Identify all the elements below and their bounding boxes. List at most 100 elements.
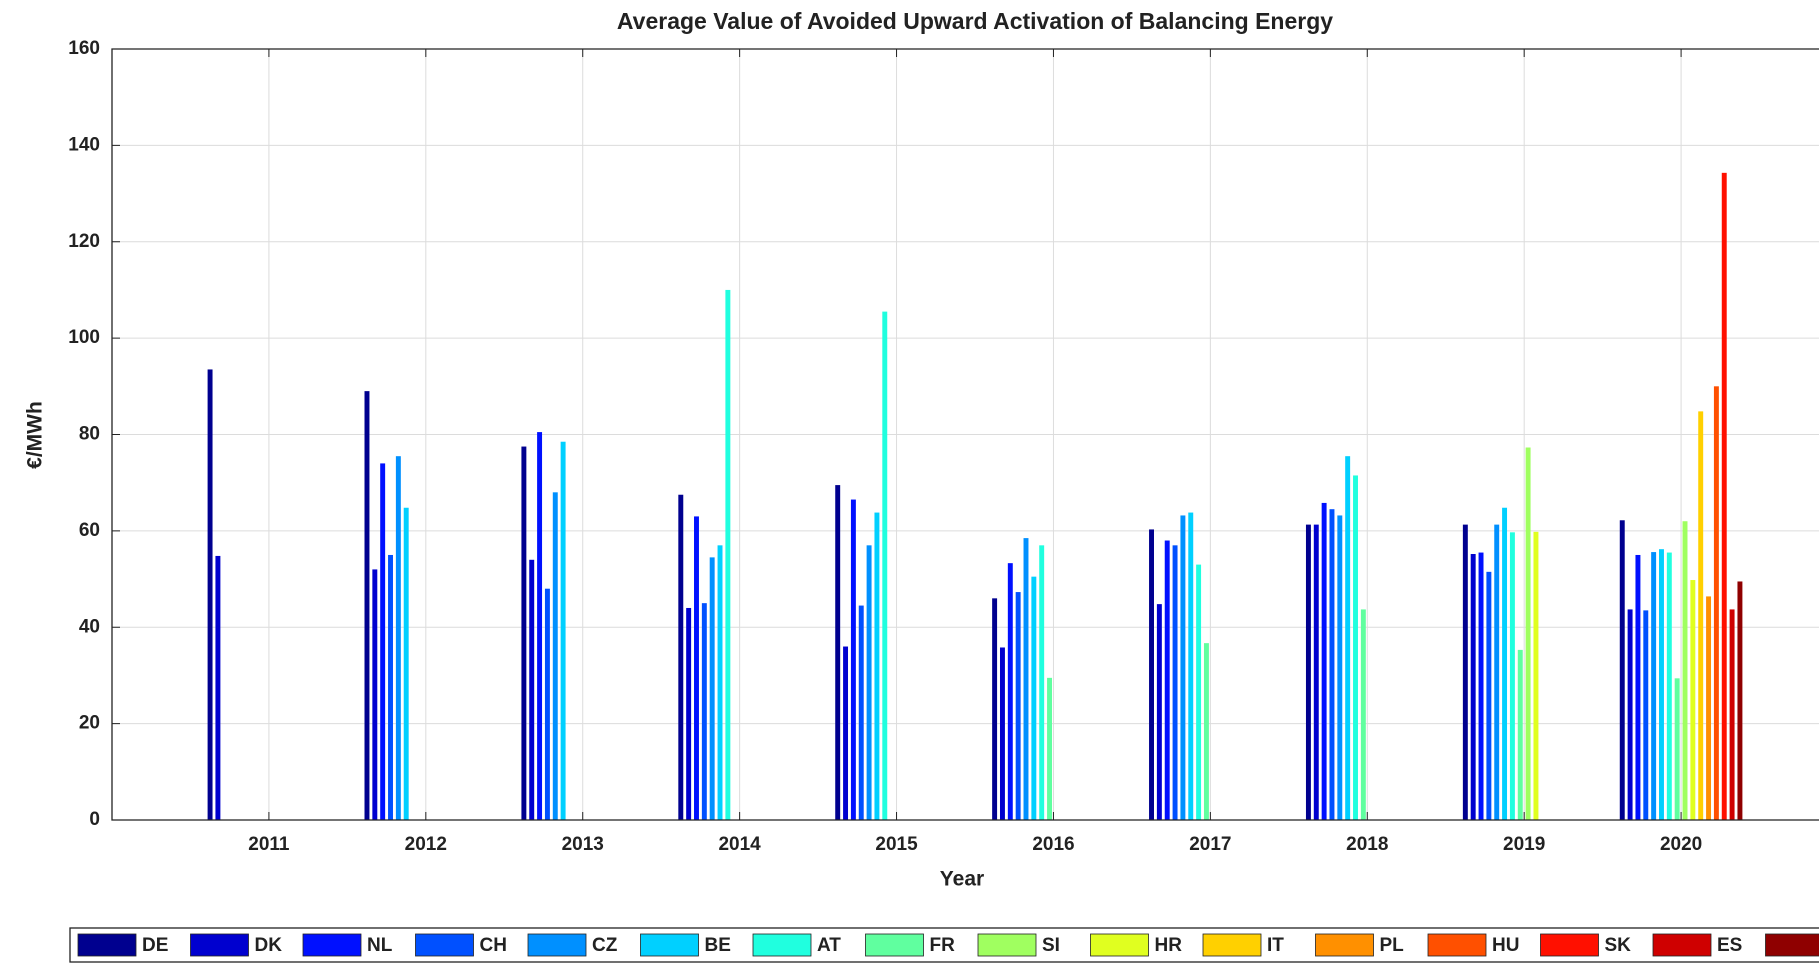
bar (1337, 515, 1343, 820)
bar (1674, 678, 1680, 820)
legend-swatch (1090, 933, 1149, 957)
x-tick-label: 2013 (562, 834, 604, 855)
y-tick-label: 160 (68, 38, 100, 59)
bar (1643, 610, 1649, 820)
bar (1305, 524, 1311, 820)
y-tick-label: 100 (68, 327, 100, 348)
legend-swatch (1202, 933, 1262, 957)
legend-label: CZ (592, 935, 618, 956)
bar (874, 512, 880, 820)
legend-swatch (302, 933, 362, 957)
bar (701, 603, 707, 820)
bar (1156, 604, 1162, 820)
bar (1706, 596, 1712, 820)
bar (1360, 609, 1366, 820)
bar (1713, 386, 1719, 820)
bar (1737, 581, 1743, 820)
bar (999, 647, 1005, 820)
y-tick-label: 0 (89, 809, 100, 830)
legend-swatch (1427, 933, 1487, 957)
legend-swatch (1652, 933, 1712, 957)
bar (215, 555, 221, 820)
x-tick-label: 2017 (1189, 834, 1231, 855)
x-tick-label: 2016 (1032, 834, 1074, 855)
bar (1172, 545, 1178, 820)
bar (694, 516, 699, 820)
legend-box (69, 927, 1819, 963)
bar (395, 456, 401, 820)
bar (678, 494, 684, 820)
legend-swatch (527, 933, 587, 957)
bar (1023, 538, 1029, 820)
x-tick-label: 2020 (1660, 834, 1702, 855)
bar (866, 545, 872, 820)
bar (544, 588, 550, 820)
legend-label: SK (1605, 935, 1632, 956)
bar (552, 492, 558, 820)
bar (403, 507, 409, 820)
y-tick-label: 80 (79, 424, 100, 445)
legend-label: SI (1042, 935, 1060, 956)
bar (709, 557, 715, 820)
legend-swatch (865, 933, 924, 957)
bar (843, 646, 849, 820)
bar (1619, 520, 1625, 820)
bar (717, 545, 723, 820)
y-tick-label: 60 (79, 520, 100, 541)
legend-label: CH (480, 935, 507, 956)
bar (1721, 172, 1727, 821)
x-tick-label: 2019 (1503, 834, 1545, 855)
x-tick-label: 2015 (875, 834, 918, 855)
bar (858, 605, 864, 820)
bar (1047, 677, 1053, 820)
bar (1470, 554, 1476, 820)
bar (1517, 649, 1523, 820)
bar (1509, 532, 1515, 820)
bar (1180, 515, 1186, 820)
bar (1502, 507, 1508, 820)
bar (992, 598, 998, 820)
bar (1196, 564, 1202, 820)
legend-swatch (77, 933, 137, 957)
y-tick-label: 120 (68, 231, 100, 252)
bar (1525, 447, 1531, 820)
bar (1007, 563, 1013, 820)
bar (1478, 552, 1484, 820)
bar (1659, 549, 1664, 820)
legend-label: DE (142, 935, 168, 956)
chart-title: Average Value of Avoided Upward Activati… (617, 8, 1333, 34)
bar (1345, 456, 1351, 820)
y-tick-label: 40 (79, 616, 100, 637)
bar (1666, 552, 1672, 820)
bar (1353, 475, 1358, 820)
x-axis-label: Year (940, 868, 984, 891)
bar (380, 463, 386, 820)
legend-label: PL (1380, 935, 1405, 956)
x-tick-label: 2012 (405, 834, 447, 855)
legend-swatch (1765, 933, 1819, 957)
x-tick-label: 2011 (248, 834, 290, 855)
x-tick-label: 2014 (718, 834, 761, 855)
bar (1690, 580, 1696, 820)
bar (686, 607, 692, 820)
bar (1651, 552, 1657, 820)
bar (725, 289, 731, 820)
bar (1321, 502, 1327, 820)
bar (529, 559, 535, 820)
bar (1164, 540, 1170, 820)
bar (1533, 531, 1539, 820)
legend-swatch (977, 933, 1037, 957)
bar (1329, 509, 1335, 820)
bar (1486, 571, 1492, 820)
legend-label: AT (817, 935, 841, 956)
legend-label: ES (1717, 935, 1742, 956)
bar (388, 554, 393, 820)
legend-label: NL (367, 935, 393, 956)
bar (364, 391, 370, 820)
bar (882, 311, 888, 820)
bar (1462, 524, 1468, 820)
bar (521, 446, 527, 820)
legend-label: HU (1492, 935, 1519, 956)
bar (1031, 576, 1037, 820)
y-axis-label: €/MWh (24, 401, 47, 469)
